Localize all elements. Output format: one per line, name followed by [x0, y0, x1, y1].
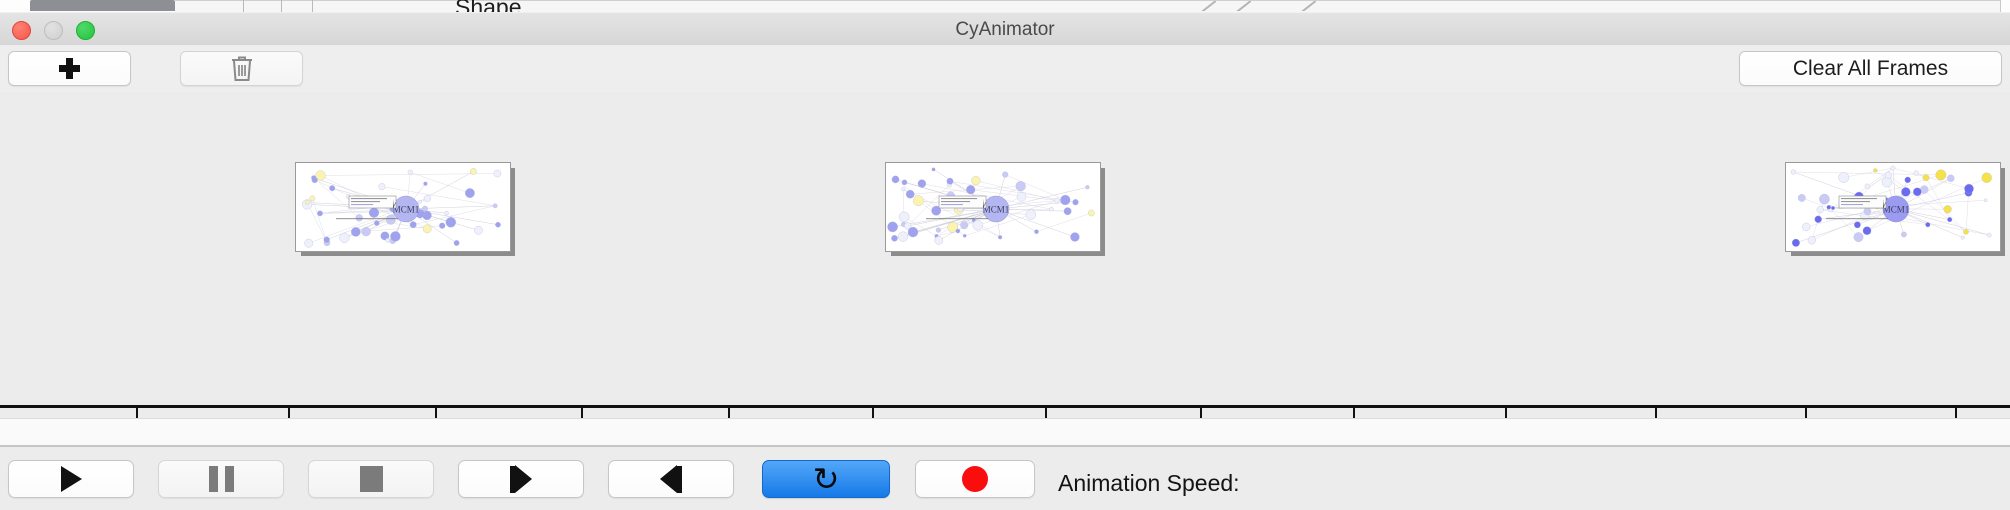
playback-controls: ↻ Animation Speed:: [0, 446, 2010, 510]
keyframe-thumbnail[interactable]: MCM1: [295, 162, 515, 256]
timeline-axis: [0, 405, 2010, 408]
bg-divider: [281, 0, 282, 13]
svg-text:MCM1: MCM1: [983, 205, 1010, 215]
clear-all-frames-label: Clear All Frames: [1792, 56, 1949, 80]
frame-toolbar: Clear All Frames: [0, 45, 2010, 93]
minimize-icon[interactable]: [44, 21, 63, 40]
svg-text:MCM1: MCM1: [393, 205, 420, 215]
keyframe-thumbnail[interactable]: MCM1: [885, 162, 1105, 256]
timeline-scrollbar[interactable]: [0, 418, 2010, 446]
bg-slash: [1200, 1, 1216, 11]
skip-forward-icon: [660, 465, 682, 493]
stop-icon: [359, 466, 383, 492]
bg-divider: [243, 0, 244, 13]
pause-button[interactable]: [158, 460, 284, 498]
keyframe-network-image: MCM1: [885, 162, 1101, 252]
delete-frame-button[interactable]: [180, 51, 303, 86]
keyframe-network-image: MCM1: [295, 162, 511, 252]
close-icon[interactable]: [12, 21, 31, 40]
stop-button[interactable]: [308, 460, 434, 498]
record-icon: [962, 466, 988, 492]
pause-icon: [208, 466, 234, 492]
axis-tick-minor: [1045, 408, 1047, 419]
loop-icon: ↻: [812, 460, 840, 498]
bg-slash: [1235, 1, 1251, 11]
add-frame-button[interactable]: [8, 51, 131, 86]
animation-speed-label: Animation Speed:: [1058, 470, 1240, 496]
background-windows-strip: Shape: [0, 0, 2010, 20]
plus-icon: [59, 58, 80, 79]
play-button[interactable]: [8, 460, 134, 498]
skip-back-icon: [510, 465, 532, 493]
bg-window-g: [1120, 0, 2001, 14]
clear-all-frames-button[interactable]: Clear All Frames: [1739, 51, 2002, 86]
bg-divider: [312, 0, 313, 13]
bg-window-titlebar: [30, 0, 175, 11]
bg-slash: [1300, 1, 1316, 11]
trash-icon: [231, 56, 252, 81]
keyframe-network-image: MCM1: [1785, 162, 2001, 252]
window-title: CyAnimator: [955, 19, 1055, 40]
traffic-lights: [12, 21, 95, 40]
maximize-icon[interactable]: [76, 21, 95, 40]
axis-tick-minor: [435, 408, 437, 419]
svg-text:MCM1: MCM1: [1883, 205, 1910, 215]
axis-tick-minor: [1955, 408, 1957, 419]
loop-button[interactable]: ↻: [762, 460, 890, 498]
window-titlebar: CyAnimator: [0, 12, 2010, 47]
axis-tick-minor: [136, 408, 138, 419]
skip-to-end-button[interactable]: [608, 460, 734, 498]
skip-to-start-button[interactable]: [458, 460, 584, 498]
axis-tick-minor: [1655, 408, 1657, 419]
axis-tick-minor: [728, 408, 730, 419]
play-icon: [60, 466, 82, 492]
record-button[interactable]: [915, 460, 1035, 498]
axis-tick-minor: [1353, 408, 1355, 419]
keyframe-thumbnail[interactable]: MCM1: [1785, 162, 2005, 256]
